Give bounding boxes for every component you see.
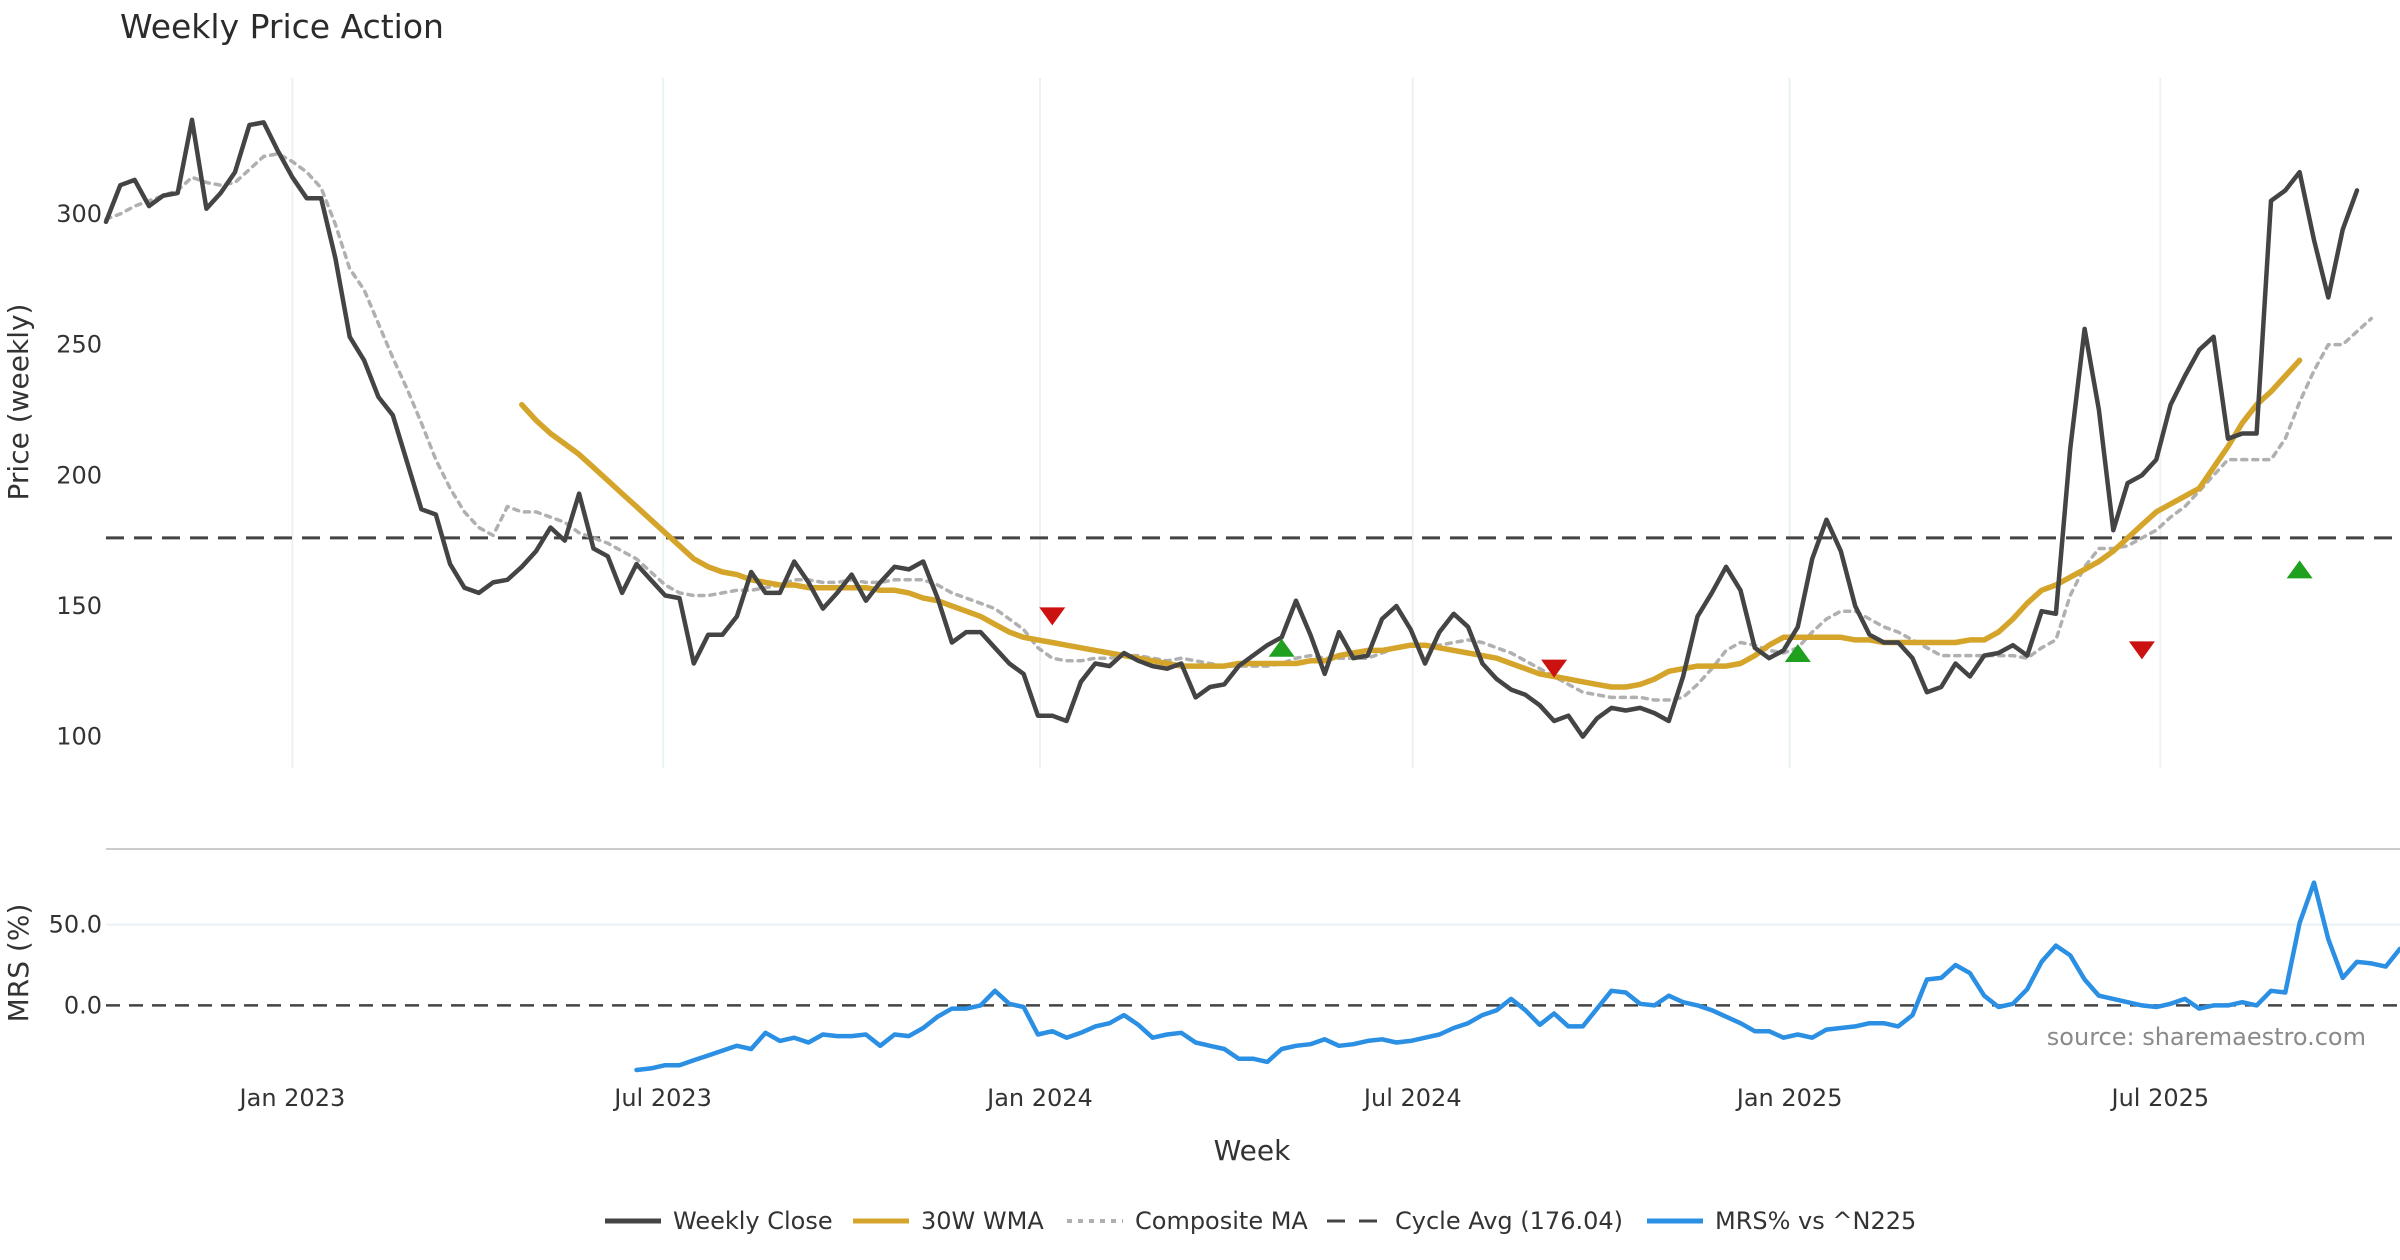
sell-signal-marker	[2128, 641, 2155, 660]
y-tick-100: 100	[56, 723, 102, 751]
legend: Weekly Close 30W WMA Composite MA Cycle Avg…	[605, 1207, 1916, 1235]
legend-item-composite-ma: Composite MA	[1067, 1207, 1308, 1235]
x-tick-jan-2024: Jan 2024	[985, 1084, 1093, 1112]
signal-markers	[1039, 560, 2313, 678]
x-tick-jul-2025: Jul 2025	[2110, 1084, 2210, 1112]
composite-ma-line	[104, 152, 2374, 702]
mrs-series	[106, 880, 2400, 1073]
price-series	[103, 117, 2400, 739]
legend-item-30w-wma: 30W WMA	[853, 1207, 1044, 1235]
legend-item-mrs-vs-n225: MRS% vs ^N225	[1647, 1207, 1916, 1235]
price-y-ticks: 100 150 200 250 300	[56, 200, 102, 751]
legend-item-cycle-avg-176-04: Cycle Avg (176.04)	[1327, 1207, 1623, 1235]
mrs-y-tick-0-0: 0.0	[64, 991, 102, 1019]
legend-item-weekly-close: Weekly Close	[605, 1207, 833, 1235]
price-panel-grid	[291, 78, 2162, 768]
y-tick-250: 250	[56, 331, 102, 359]
legend-label: Cycle Avg (176.04)	[1395, 1207, 1623, 1235]
legend-label: MRS% vs ^N225	[1715, 1207, 1916, 1235]
mrs-line	[634, 880, 2400, 1073]
source-credit: source: sharemaestro.com	[2047, 1023, 2366, 1051]
y-tick-200: 200	[56, 461, 102, 489]
x-tick-jan-2023: Jan 2023	[238, 1084, 346, 1112]
weekly-close-line	[103, 117, 2360, 739]
x-tick-jul-2024: Jul 2024	[1362, 1084, 1462, 1112]
x-tick-jul-2023: Jul 2023	[612, 1084, 712, 1112]
legend-label: 30W WMA	[921, 1207, 1044, 1235]
buy-signal-marker	[1784, 644, 1811, 662]
mrs-y-ticks: 0.0 50.0	[49, 911, 102, 1020]
sell-signal-marker	[1541, 659, 1568, 678]
price-y-axis-label: Price (weekly)	[2, 304, 35, 501]
mrs-y-axis-label: MRS (%)	[2, 904, 35, 1023]
30w-wma-line	[519, 357, 2303, 690]
y-tick-150: 150	[56, 592, 102, 620]
x-tick-labels: Jan 2023 Jul 2023 Jan 2024 Jul 2024 Jan 2025…	[238, 1084, 2210, 1112]
buy-signal-marker	[2286, 560, 2313, 579]
chart-title: Weekly Price Action	[120, 7, 444, 46]
sell-signal-marker	[1039, 607, 1066, 626]
mrs-y-tick-50-0: 50.0	[49, 911, 102, 939]
buy-signal-marker	[1268, 638, 1295, 657]
legend-label: Composite MA	[1135, 1207, 1308, 1235]
legend-label: Weekly Close	[673, 1207, 833, 1235]
x-tick-jan-2025: Jan 2025	[1735, 1084, 1843, 1112]
x-axis-label: Week	[1214, 1134, 1291, 1167]
y-tick-300: 300	[56, 200, 102, 228]
